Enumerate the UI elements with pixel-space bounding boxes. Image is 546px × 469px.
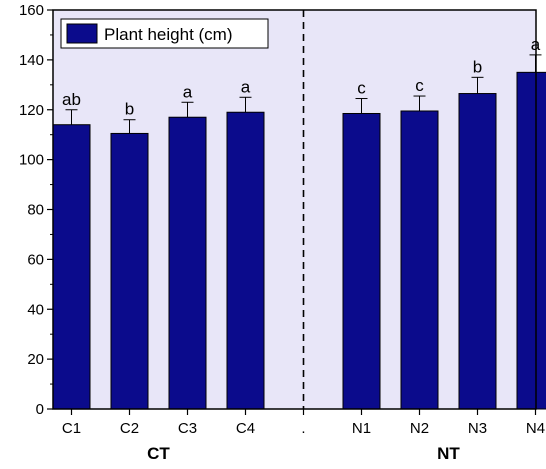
y-tick-label-20: 20 [27,351,44,368]
bar-c1 [52,124,91,410]
sig-letter-n2: c [415,76,424,95]
group-label-nt: NT [437,444,460,463]
group-label-ct: CT [147,444,170,463]
x-tick-label-n4: N4 [526,420,545,437]
bar-n2 [400,110,439,410]
bar-c3 [168,116,207,410]
bar-c2 [110,132,149,410]
plot-frame [52,9,537,410]
sig-letter-c2: b [125,100,134,119]
x-tick-label-c4: C4 [236,420,255,437]
sig-letter-c1: ab [62,90,81,109]
y-tick-label-40: 40 [27,301,44,318]
y-tick-label-80: 80 [27,202,44,219]
y-tick-label-160: 160 [19,2,44,19]
bar-n3 [458,93,497,410]
y-tick-label-120: 120 [19,102,44,119]
y-tick-label-0: 0 [36,401,44,418]
x-tick-label-c3: C3 [178,420,197,437]
x-tick-label-n1: N1 [352,420,371,437]
y-tick-label-60: 60 [27,251,44,268]
bar-c4 [226,111,265,410]
sig-letter-n1: c [357,79,366,98]
x-tick-label-c1: C1 [62,420,81,437]
x-tick-label-c2: C2 [120,420,139,437]
sig-letter-n3: b [473,57,482,76]
bar-n1 [342,112,381,410]
legend-label: Plant height (cm) [104,25,233,44]
bar-n4 [516,71,546,410]
legend-swatch [66,23,98,44]
x-tick-label-separator: . [301,420,305,437]
y-tick-label-100: 100 [19,152,44,169]
sig-letter-c3: a [183,82,193,101]
x-tick-label-n3: N3 [468,420,487,437]
y-tick-label-140: 140 [19,52,44,69]
x-tick-label-n2: N2 [410,420,429,437]
sig-letter-c4: a [241,77,251,96]
